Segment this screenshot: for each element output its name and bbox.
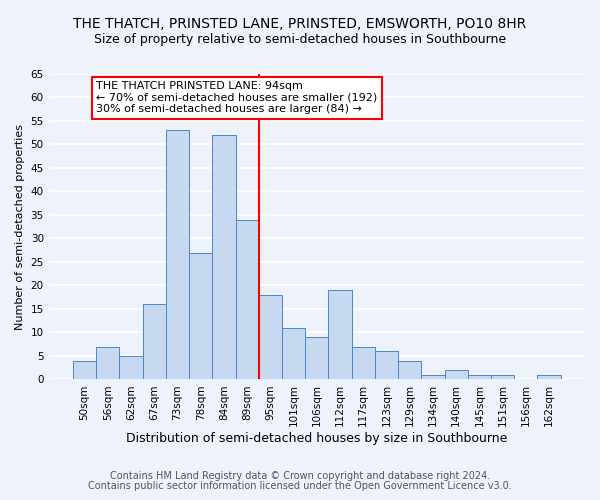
Text: Contains public sector information licensed under the Open Government Licence v3: Contains public sector information licen… <box>88 481 512 491</box>
Text: Size of property relative to semi-detached houses in Southbourne: Size of property relative to semi-detach… <box>94 32 506 46</box>
Bar <box>212 135 236 380</box>
Bar <box>352 346 375 380</box>
Bar <box>282 328 305 380</box>
Text: THE THATCH PRINSTED LANE: 94sqm
← 70% of semi-detached houses are smaller (192)
: THE THATCH PRINSTED LANE: 94sqm ← 70% of… <box>96 81 377 114</box>
Bar <box>305 337 328 380</box>
Bar <box>398 360 421 380</box>
Bar <box>375 352 398 380</box>
Bar <box>259 295 282 380</box>
Text: Contains HM Land Registry data © Crown copyright and database right 2024.: Contains HM Land Registry data © Crown c… <box>110 471 490 481</box>
Bar <box>166 130 189 380</box>
Bar <box>445 370 468 380</box>
Bar <box>468 375 491 380</box>
Bar <box>189 252 212 380</box>
Bar <box>491 375 514 380</box>
Bar <box>538 375 560 380</box>
Y-axis label: Number of semi-detached properties: Number of semi-detached properties <box>15 124 25 330</box>
Bar <box>328 290 352 380</box>
Bar <box>236 220 259 380</box>
Text: THE THATCH, PRINSTED LANE, PRINSTED, EMSWORTH, PO10 8HR: THE THATCH, PRINSTED LANE, PRINSTED, EMS… <box>73 18 527 32</box>
Bar <box>73 360 96 380</box>
Bar <box>96 346 119 380</box>
X-axis label: Distribution of semi-detached houses by size in Southbourne: Distribution of semi-detached houses by … <box>126 432 508 445</box>
Bar <box>143 304 166 380</box>
Bar <box>421 375 445 380</box>
Bar <box>119 356 143 380</box>
